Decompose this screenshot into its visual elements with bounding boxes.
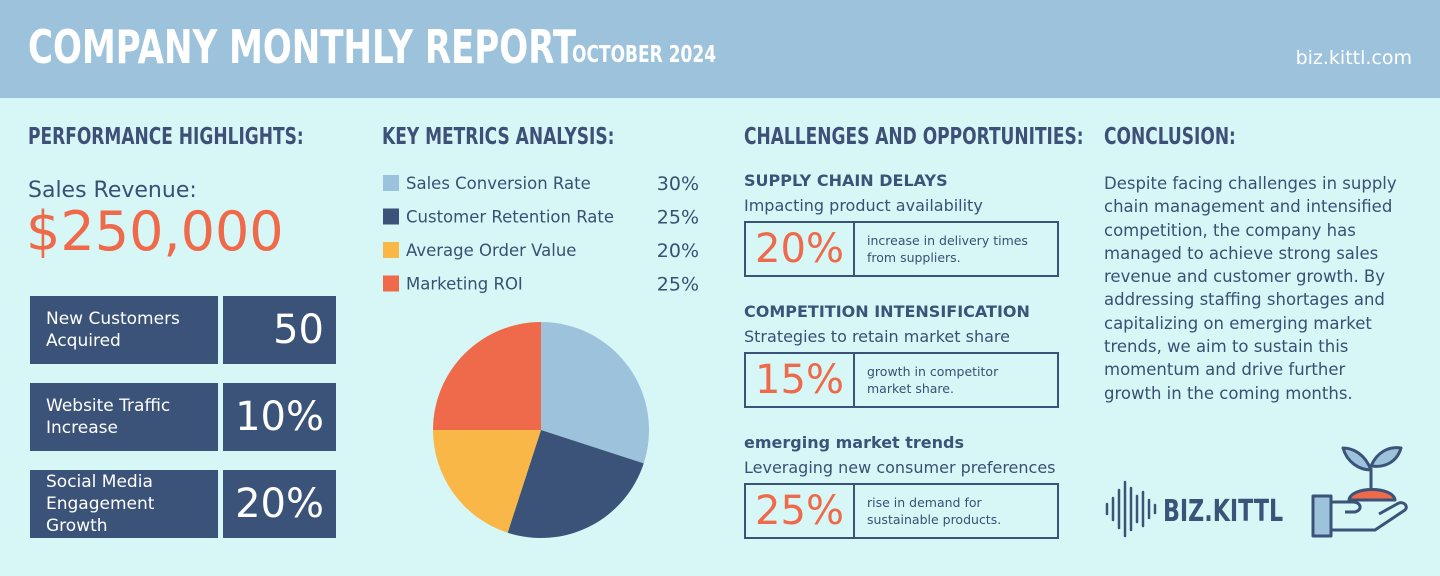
value-label: 20% — [657, 240, 699, 262]
stat-label: Website Traffic Increase — [30, 383, 218, 451]
revenue: $250,000 — [26, 200, 284, 263]
challenge-box: 25% rise in demand for sustainable produc… — [744, 483, 1059, 539]
challenge-figure: 15% — [746, 354, 855, 406]
stat-value: 20% — [223, 470, 336, 538]
brand-logo — [1105, 480, 1157, 538]
challenge-note: rise in demand for sustainable products. — [867, 495, 1002, 527]
header: COMPANY MONTHLY REPORT OCTOBER 2024 biz.… — [0, 0, 1440, 98]
challenge-subtitle: Leveraging new consumer preferences — [744, 458, 1056, 477]
pie-chart: Sales Conversion Rate 30% Customer Retenti… — [383, 173, 699, 538]
legend-swatch — [383, 208, 399, 225]
stat-label: New Customers Acquired — [30, 296, 218, 364]
value-label: 30% — [657, 173, 699, 195]
stat-value: 50 — [223, 296, 336, 364]
conclusion-text: Despite facing challenges in supply chai… — [1104, 174, 1397, 403]
challenge-title: emerging market trends — [744, 433, 965, 452]
challenge-note: growth in competitor market share. — [867, 364, 999, 396]
challenge-subtitle: Impacting product availability — [744, 196, 983, 215]
section-heading: KEY METRICS ANALYSIS: — [382, 124, 615, 150]
brand: BIZ.KITTL — [1163, 494, 1284, 529]
pie-slice — [541, 322, 649, 464]
url[interactable]: biz.kittl.com — [1295, 47, 1412, 69]
challenge-figure: 20% — [746, 223, 855, 275]
legend-label: Customer Retention Rate — [406, 208, 614, 227]
challenge-box: 20% increase in delivery times from suppl… — [744, 221, 1059, 277]
section-heading: PERFORMANCE HIGHLIGHTS: — [28, 124, 304, 150]
stat-label: Social Media Engagement Growth — [30, 470, 218, 538]
value-label: 25% — [657, 207, 699, 229]
section-heading: CHALLENGES AND OPPORTUNITIES: — [744, 124, 1084, 150]
pie-slice — [433, 322, 541, 430]
legend-swatch — [383, 242, 399, 258]
legend-swatch — [383, 175, 399, 191]
legend-swatch — [383, 275, 399, 292]
challenge-figure: 25% — [746, 485, 855, 537]
challenge-note: increase in delivery times from supplier… — [867, 233, 1028, 265]
challenge-title: SUPPLY CHAIN DELAYS — [744, 171, 948, 190]
pie-slice — [433, 430, 541, 533]
legend-label: Average Order Value — [406, 241, 576, 260]
challenge-box: 15% growth in competitor market share. — [744, 352, 1059, 408]
revenue-label: Sales Revenue: — [28, 178, 197, 203]
legend-label: Marketing ROI — [406, 275, 523, 294]
plant-icon — [1311, 446, 1408, 538]
legend-label: Sales Conversion Rate — [406, 174, 591, 193]
value-label: 25% — [657, 274, 699, 296]
challenge-title: COMPETITION INTENSIFICATION — [744, 302, 1030, 321]
challenge-subtitle: Strategies to retain market share — [744, 327, 1010, 346]
title: COMPANY MONTHLY REPORT — [28, 20, 577, 74]
pie-slice — [507, 430, 644, 538]
date: OCTOBER 2024 — [572, 42, 717, 68]
stat-value: 10% — [223, 383, 336, 451]
section-heading: CONCLUSION: — [1104, 124, 1236, 150]
